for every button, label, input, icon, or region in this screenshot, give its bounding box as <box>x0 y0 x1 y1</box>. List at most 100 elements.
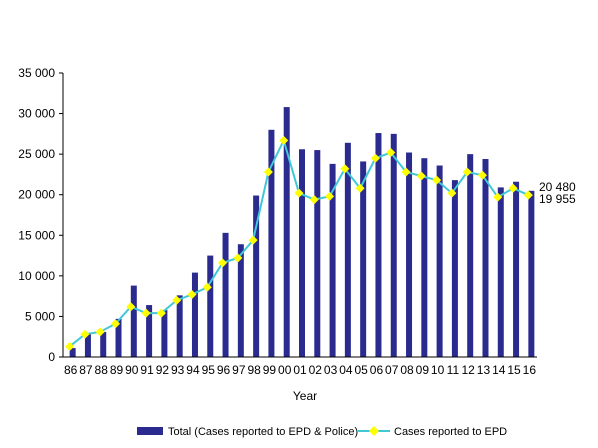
x-tick-label: 87 <box>79 363 93 377</box>
bar <box>191 272 198 357</box>
line-point <box>386 148 396 158</box>
bar <box>360 161 367 357</box>
x-tick-label: 91 <box>140 363 154 377</box>
x-tick-label: 04 <box>339 363 353 377</box>
x-tick-label: 13 <box>477 363 491 377</box>
bar <box>344 142 351 357</box>
line-point <box>95 327 105 337</box>
y-tick-label: 15 000 <box>18 228 55 242</box>
bar <box>528 190 535 357</box>
line-point <box>493 192 503 202</box>
bar <box>84 334 91 357</box>
line-point <box>80 329 90 339</box>
bar <box>421 158 428 357</box>
x-tick-label: 97 <box>232 363 246 377</box>
legend: Total (Cases reported to EPD & Police) C… <box>137 426 507 438</box>
x-tick-label: 90 <box>125 363 139 377</box>
bar <box>237 244 244 357</box>
annotation-total-last: 20 480 <box>539 180 576 194</box>
x-tick-label: 08 <box>400 363 414 377</box>
x-tick-label: 03 <box>324 363 338 377</box>
line-point <box>340 164 350 174</box>
annotation-epd-last: 19 955 <box>539 192 576 206</box>
bar <box>115 318 122 357</box>
line-point <box>432 175 442 185</box>
line-point <box>141 308 151 318</box>
bar <box>100 331 107 357</box>
x-tick-label: 95 <box>202 363 216 377</box>
x-tick-label: 94 <box>186 363 200 377</box>
line-point <box>294 188 304 198</box>
plot-area <box>65 107 535 357</box>
bar <box>390 133 397 357</box>
line-point <box>447 188 457 198</box>
x-tick-label: 96 <box>217 363 231 377</box>
line-point <box>202 282 212 292</box>
line-point <box>523 190 533 200</box>
legend-label-epd: Cases reported to EPD <box>394 426 507 438</box>
x-tick-label: 07 <box>385 363 399 377</box>
bar <box>222 232 229 357</box>
bar <box>268 129 275 357</box>
x-tick-label: 02 <box>309 363 323 377</box>
bar <box>253 195 260 357</box>
y-tick-label: 30 000 <box>18 107 55 121</box>
bar <box>299 149 305 357</box>
bar <box>207 255 214 357</box>
bar <box>436 165 443 357</box>
y-tick-label: 20 000 <box>18 188 55 202</box>
line-point <box>126 302 136 312</box>
line-point <box>477 170 487 180</box>
line-point <box>401 167 411 177</box>
line-point <box>187 290 197 300</box>
x-axis: 86 87 88 89 90 91 92 93 94 95 96 97 98 99 00 01 02 03 04 05… <box>63 356 537 377</box>
legend-label-total: Total (Cases reported to EPD & Police) <box>168 426 358 438</box>
line-point <box>111 319 121 329</box>
x-tick-label: 99 <box>263 363 277 377</box>
y-tick-label: 10 000 <box>18 269 55 283</box>
x-tick-label: 09 <box>416 363 430 377</box>
y-tick-label: 25 000 <box>18 147 55 161</box>
x-tick-label: 14 <box>492 363 506 377</box>
bar <box>146 305 153 357</box>
bar <box>314 150 321 357</box>
bar <box>161 309 168 357</box>
x-tick-label: 10 <box>431 363 445 377</box>
bar <box>451 180 458 357</box>
bar <box>329 163 336 357</box>
x-tick-label: 11 <box>447 363 460 377</box>
line-point <box>156 308 166 318</box>
bar <box>497 187 504 357</box>
x-axis-title: Year <box>293 389 317 403</box>
x-tick-label: 01 <box>293 363 307 377</box>
y-tick-label: 0 <box>48 350 55 364</box>
line-point <box>279 135 289 145</box>
bar <box>283 107 290 357</box>
x-tick-label: 98 <box>247 363 261 377</box>
x-tick-label: 16 <box>523 363 537 377</box>
line-point <box>355 183 365 193</box>
x-tick-label: 92 <box>156 363 170 377</box>
legend-swatch-total <box>137 427 163 435</box>
y-axis: 0 5 000 10 000 15 000 20 000 25 000 30 000 35 0… <box>18 66 64 364</box>
bar <box>467 154 474 357</box>
line-point <box>65 341 75 351</box>
bar <box>176 295 183 357</box>
y-tick-label: 5 000 <box>25 309 55 323</box>
x-tick-label: 88 <box>95 363 109 377</box>
bar <box>130 285 137 357</box>
line-point <box>218 258 228 268</box>
bar <box>482 159 489 357</box>
line-point <box>416 171 426 181</box>
x-tick-label: 00 <box>278 363 292 377</box>
line-point <box>508 183 518 193</box>
bar <box>375 133 382 357</box>
x-tick-label: 05 <box>354 363 368 377</box>
line-point <box>462 167 472 177</box>
bar <box>513 181 520 357</box>
line-point <box>248 235 258 245</box>
line-point <box>309 195 319 205</box>
line-point <box>325 191 335 201</box>
x-tick-label: 89 <box>110 363 124 377</box>
